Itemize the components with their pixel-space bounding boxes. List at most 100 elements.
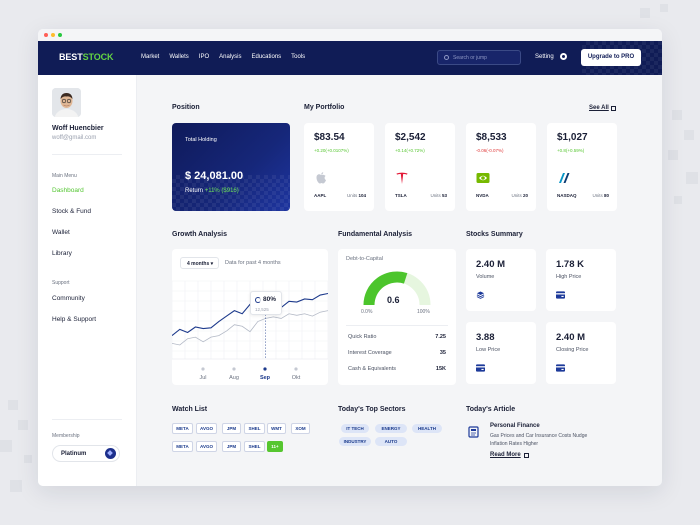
main-menu-label: Main Menu (52, 173, 77, 179)
sector-it-tech[interactable]: IT TECH (341, 424, 369, 433)
membership-badge[interactable]: Platinum (52, 445, 120, 462)
portfolio-card[interactable]: $1,027 +0.8(+0.59%) NASDAQ Units 80 (547, 123, 617, 211)
external-link-icon[interactable] (611, 106, 616, 111)
summary-closing-price[interactable]: 2.40 M Closing Price (546, 322, 616, 384)
watchlist-chip[interactable]: META (172, 441, 193, 452)
summary-title: Stocks Summary (466, 231, 523, 238)
x-tick-label[interactable]: Sep (260, 375, 271, 381)
gauge-fill (363, 271, 408, 306)
watchlist-chip[interactable]: WMT (267, 423, 286, 434)
stock-ticker: AAPL (314, 193, 327, 198)
summary-volume[interactable]: 2.40 M Volume (466, 249, 536, 311)
sector-health[interactable]: HEALTH (412, 424, 442, 433)
stock-units: Units 20 (511, 193, 528, 198)
sidebar-item-community[interactable]: Community (52, 295, 85, 302)
card-pattern (172, 175, 290, 211)
watchlist-chip[interactable]: JPM (222, 441, 241, 452)
total-holding-value: $ 24,081.00 (185, 170, 244, 182)
search-icon (444, 55, 449, 60)
tooltip-value: 12,525 (255, 307, 269, 312)
watchlist-chip[interactable]: JPM (222, 423, 241, 434)
upgrade-button[interactable]: Upgrade to PRO (581, 49, 641, 66)
user-email: woff@gmail.com (52, 135, 97, 141)
x-tick-label[interactable]: Aug (229, 375, 239, 381)
stock-change: +0.14(+0.72%) (395, 148, 425, 153)
x-tick-dot (294, 367, 298, 371)
sidebar: Woff Huencbier woff@gmail.com Main Menu … (38, 75, 137, 486)
portfolio-card[interactable]: $2,542 +0.14(+0.72%) TSLA Units 53 (385, 123, 455, 211)
range-select[interactable]: 4 months ▾ (180, 257, 219, 269)
x-tick-label[interactable]: Okt (292, 375, 301, 381)
sector-industry[interactable]: INDUSTRY (339, 437, 371, 446)
watchlist-chip[interactable]: SHEL (244, 423, 265, 434)
gauge-label: Debt-to-Capital (346, 256, 383, 262)
portfolio-card[interactable]: $83.54 +0.20(+0.0107%) AAPL Units 104 (304, 123, 374, 211)
fund-row-quick-ratio: Quick Ratio 7.25 (348, 334, 446, 340)
diamond-icon (105, 448, 116, 459)
avatar[interactable] (52, 88, 81, 117)
fund-row-interest-coverage: Interest Coverage 35 (348, 350, 446, 356)
card-icon (476, 364, 485, 372)
sidebar-item-help-support[interactable]: Help & Support (52, 316, 97, 323)
nav-tools[interactable]: Tools (291, 54, 306, 60)
sidebar-item-library[interactable]: Library (52, 250, 72, 257)
sector-energy[interactable]: ENERGY (375, 424, 407, 433)
setting-link[interactable]: Setting (535, 54, 554, 60)
see-all-link[interactable]: See All (589, 105, 609, 111)
stock-change: -0.06(-0.07%) (476, 148, 504, 153)
return-line: Return +11% ($916) (185, 188, 239, 194)
gauge-max: 100% (417, 309, 430, 315)
stock-change: +0.20(+0.0107%) (314, 148, 349, 153)
main-menu: Market Wallets IPO Analysis Educations T… (141, 54, 305, 60)
nav-educations[interactable]: Educations (251, 54, 282, 60)
support-label: Support (52, 280, 70, 286)
article-headline[interactable]: Personal Finance (490, 423, 540, 429)
minimize-dot[interactable] (51, 33, 55, 37)
watchlist-chip[interactable]: XOM (291, 423, 310, 434)
sidebar-item-wallet[interactable]: Wallet (52, 229, 70, 236)
read-more-link[interactable]: Read More (490, 452, 521, 458)
summary-high-price[interactable]: 1.78 K High Price (546, 249, 616, 311)
nasdaq-icon (557, 171, 571, 185)
sector-auto[interactable]: AUTO (375, 437, 407, 446)
stock-price: $2,542 (395, 132, 426, 143)
return-value: +11% ($916) (204, 188, 239, 194)
user-name: Woff Huencbier (52, 125, 104, 132)
summary-low-price[interactable]: 3.88 Low Price (466, 322, 536, 384)
sidebar-item-stock-fund[interactable]: Stock & Fund (52, 208, 92, 215)
watchlist-more-button[interactable]: 11+ (267, 441, 283, 452)
search-input[interactable]: Search or jump (437, 50, 521, 65)
nav-analysis[interactable]: Analysis (219, 54, 242, 60)
nav-ipo[interactable]: IPO (198, 54, 210, 60)
gauge-value: 0.6 (387, 295, 400, 305)
sidebar-item-dashboard[interactable]: Dashboard (52, 187, 84, 194)
stock-ticker: NASDAQ (557, 193, 577, 198)
nav-market[interactable]: Market (141, 54, 160, 60)
gauge-min: 0.0% (361, 309, 373, 315)
watchlist-chip[interactable]: AVGO (196, 423, 217, 434)
article-description: Gas Prices and Car Insurance Costs Nudge… (490, 433, 588, 447)
brand-logo[interactable]: BESTSTOCK (59, 52, 114, 62)
sectors-title: Today's Top Sectors (338, 406, 406, 413)
nav-wallets[interactable]: Wallets (169, 54, 189, 60)
growth-chart-card: 4 months ▾ Data for past 4 months Jul Aug… (172, 249, 328, 385)
newspaper-icon (468, 426, 479, 438)
close-dot[interactable] (44, 33, 48, 37)
growth-series-line (172, 310, 328, 346)
nvidia-icon (476, 171, 490, 185)
layers-icon (476, 291, 485, 299)
watchlist-chip[interactable]: META (172, 423, 193, 434)
gear-icon[interactable] (560, 53, 567, 60)
stock-change: +0.8(+0.59%) (557, 148, 585, 153)
x-tick-label[interactable]: Jul (199, 375, 206, 381)
watchlist-chip[interactable]: SHEL (244, 441, 265, 452)
maximize-dot[interactable] (58, 33, 62, 37)
watchlist-chip[interactable]: AVGO (196, 441, 217, 452)
divider (346, 325, 448, 326)
external-link-icon[interactable] (524, 453, 529, 458)
stock-price: $8,533 (476, 132, 507, 143)
portfolio-card[interactable]: $8,533 -0.06(-0.07%) NVDA Units 20 (466, 123, 536, 211)
stock-ticker: NVDA (476, 193, 489, 198)
total-holding-card[interactable]: Total Holding $ 24,081.00 Return +11% ($… (172, 123, 290, 211)
divider (52, 154, 122, 155)
